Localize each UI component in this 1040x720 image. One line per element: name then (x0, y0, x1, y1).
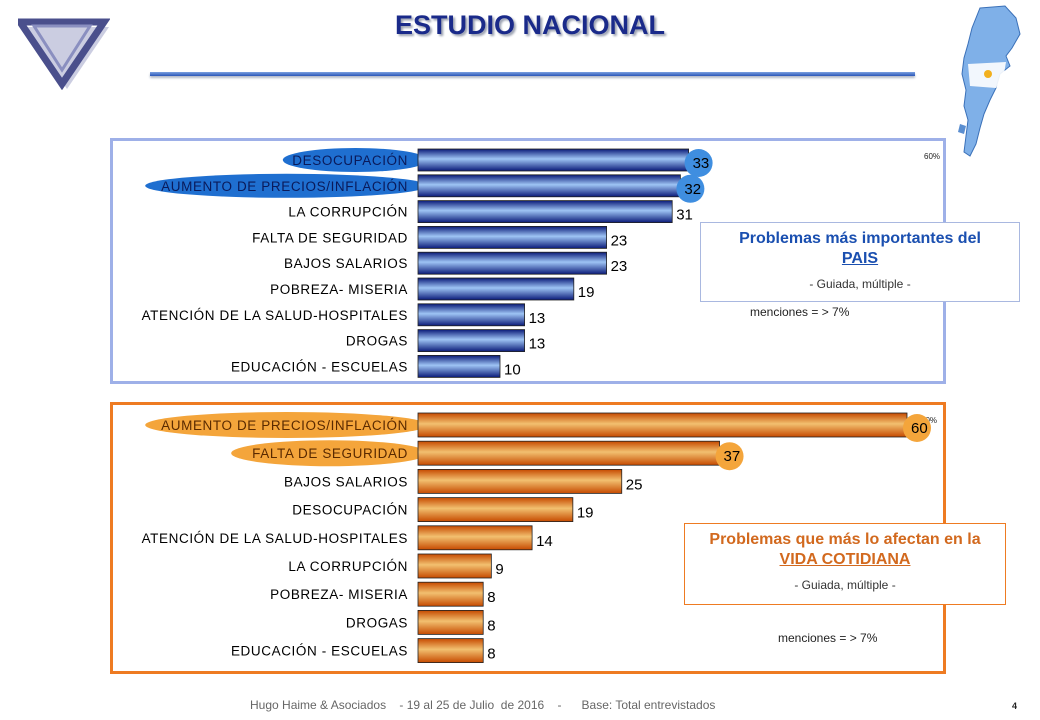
company-logo (18, 18, 110, 90)
mentions-note-vida: menciones = > 7% (778, 631, 878, 645)
category-label-pais-la-corrupcion: LA CORRUPCIÓN (288, 205, 408, 220)
bar-pais-atencion-de-la-salud-hospitales (417, 303, 525, 327)
mentions-note-pais: menciones = > 7% (750, 305, 850, 319)
bar-vida-desocupacion (417, 497, 574, 522)
panel-problemas-pais: 60% DESOCUPACIÓN 33 AUMENTO DE PRECIOS/INFL… (110, 138, 946, 384)
legend-subtitle-vida: - Guiada, múltiple - (794, 578, 896, 592)
argentina-map-icon (958, 5, 1021, 157)
category-label-vida-bajos-salarios: BAJOS SALARIOS (284, 474, 408, 489)
value-label-pais-desocupacion: 33 (693, 155, 710, 172)
category-label-vida-falta-de-seguridad: FALTA DE SEGURIDAD (252, 446, 408, 461)
value-label-pais-atencion-de-la-salud-hospitales: 13 (529, 310, 546, 327)
legend-title-vida-line1: Problemas que más lo afectan en la (709, 531, 981, 548)
value-bubble-pais-desocupacion (684, 149, 713, 177)
chart-problemas-vida-cotidiana: 60% AUMENTO DE PRECIOS/INFLACIÓN 60 FALTA D… (142, 412, 937, 664)
category-label-pais-atencion-de-la-salud-hospitales: ATENCIÓN DE LA SALUD-HOSPITALES (142, 308, 408, 323)
panel-problemas-vida-cotidiana: 60% AUMENTO DE PRECIOS/INFLACIÓN 60 FALTA D… (110, 402, 946, 674)
bar-pais-drogas (417, 329, 525, 353)
category-label-pais-pobreza-miseria: POBREZA- MISERIA (270, 282, 408, 297)
legend-subtitle-pais: - Guiada, múltiple - (809, 277, 911, 291)
category-label-vida-educacion-escuelas: EDUCACIÓN - ESCUELAS (231, 644, 408, 659)
value-label-vida-la-corrupcion: 9 (495, 561, 503, 578)
value-bubble-pais-aumento-de-precios-inflacion (676, 174, 705, 203)
category-label-vida-atencion-de-la-salud-hospitales: ATENCIÓN DE LA SALUD-HOSPITALES (142, 531, 408, 546)
scale-label-vida: 60% (921, 416, 937, 425)
legend-box-vida: Problemas que más lo afectan en la VIDA … (684, 523, 1006, 605)
value-label-vida-aumento-de-precios-inflacion: 60 (911, 420, 928, 437)
category-label-vida-la-corrupcion: LA CORRUPCIÓN (288, 559, 408, 574)
category-label-pais-aumento-de-precios-inflacion: AUMENTO DE PRECIOS/INFLACIÓN (161, 179, 408, 194)
bar-vida-educacion-escuelas (417, 638, 484, 664)
bar-vida-pobreza-miseria (417, 581, 484, 607)
value-label-pais-pobreza-miseria: 19 (578, 284, 595, 301)
value-label-vida-desocupacion: 19 (577, 505, 594, 522)
title-divider (150, 72, 915, 76)
bar-pais-educacion-escuelas (417, 354, 501, 378)
value-label-pais-drogas: 13 (529, 336, 546, 353)
category-label-pais-desocupacion: DESOCUPACIÓN (292, 153, 408, 168)
category-label-pais-bajos-salarios: BAJOS SALARIOS (284, 256, 408, 271)
legend-title-vida-line2: VIDA COTIDIANA (779, 551, 911, 568)
category-label-pais-falta-de-seguridad: FALTA DE SEGURIDAD (252, 230, 408, 245)
bar-pais-pobreza-miseria (417, 277, 575, 301)
value-label-pais-aumento-de-precios-inflacion: 32 (684, 181, 701, 198)
value-label-pais-la-corrupcion: 31 (676, 207, 693, 224)
category-label-vida-drogas: DROGAS (346, 615, 408, 630)
value-label-pais-falta-de-seguridad: 23 (611, 232, 628, 249)
page-number: 4 (1012, 701, 1018, 711)
value-label-vida-bajos-salarios: 25 (626, 476, 643, 493)
category-label-vida-aumento-de-precios-inflacion: AUMENTO DE PRECIOS/INFLACIÓN (161, 418, 408, 433)
value-label-vida-falta-de-seguridad: 37 (724, 448, 741, 465)
value-label-vida-educacion-escuelas: 8 (487, 646, 495, 663)
bar-vida-aumento-de-precios-inflacion (417, 412, 908, 438)
legend-title-pais: Problemas más importantes del PAIS (701, 229, 1019, 269)
legend-title-pais-line1: Problemas más importantes del (739, 230, 981, 247)
scale-label-pais: 60% (924, 152, 940, 161)
bar-vida-falta-de-seguridad (417, 440, 720, 466)
bar-vida-la-corrupcion (417, 553, 492, 579)
category-label-vida-desocupacion: DESOCUPACIÓN (292, 503, 408, 518)
highlight-ellipse-vida-aumento-de-precios-inflacion (145, 412, 428, 438)
bar-pais-desocupacion (417, 148, 690, 172)
bar-vida-atencion-de-la-salud-hospitales (417, 525, 533, 551)
value-label-vida-pobreza-miseria: 8 (487, 589, 495, 606)
bar-vida-drogas (417, 609, 484, 635)
value-label-vida-atencion-de-la-salud-hospitales: 14 (536, 533, 553, 550)
legend-title-pais-line2: PAIS (841, 250, 879, 267)
category-label-pais-drogas: DROGAS (346, 334, 408, 349)
bar-vida-bajos-salarios (417, 469, 623, 494)
value-label-pais-educacion-escuelas: 10 (504, 361, 521, 378)
category-label-pais-educacion-escuelas: EDUCACIÓN - ESCUELAS (231, 359, 408, 374)
bar-pais-falta-de-seguridad (417, 226, 608, 249)
value-bubble-vida-falta-de-seguridad (715, 442, 744, 471)
value-bubble-vida-aumento-de-precios-inflacion (903, 414, 931, 442)
legend-box-pais: Problemas más importantes del PAIS - Gui… (700, 222, 1020, 302)
footer-text: Hugo Haime & Asociados - 19 al 25 de Jul… (250, 698, 716, 712)
bar-pais-bajos-salarios (417, 251, 608, 275)
highlight-ellipse-pais-desocupacion (282, 148, 428, 172)
value-label-vida-drogas: 8 (487, 617, 495, 634)
category-label-vida-pobreza-miseria: POBREZA- MISERIA (270, 587, 408, 602)
legend-title-vida: Problemas que más lo afectan en la VIDA … (685, 530, 1005, 570)
bar-pais-la-corrupcion (417, 200, 673, 223)
value-label-pais-bajos-salarios: 23 (611, 258, 628, 275)
highlight-ellipse-pais-aumento-de-precios-inflacion (145, 173, 428, 198)
page-title: ESTUDIO NACIONAL (395, 10, 665, 40)
chart-problemas-pais: 60% DESOCUPACIÓN 33 AUMENTO DE PRECIOS/INFL… (142, 148, 940, 378)
bar-pais-aumento-de-precios-inflacion (417, 174, 681, 198)
highlight-ellipse-vida-falta-de-seguridad (231, 440, 428, 467)
